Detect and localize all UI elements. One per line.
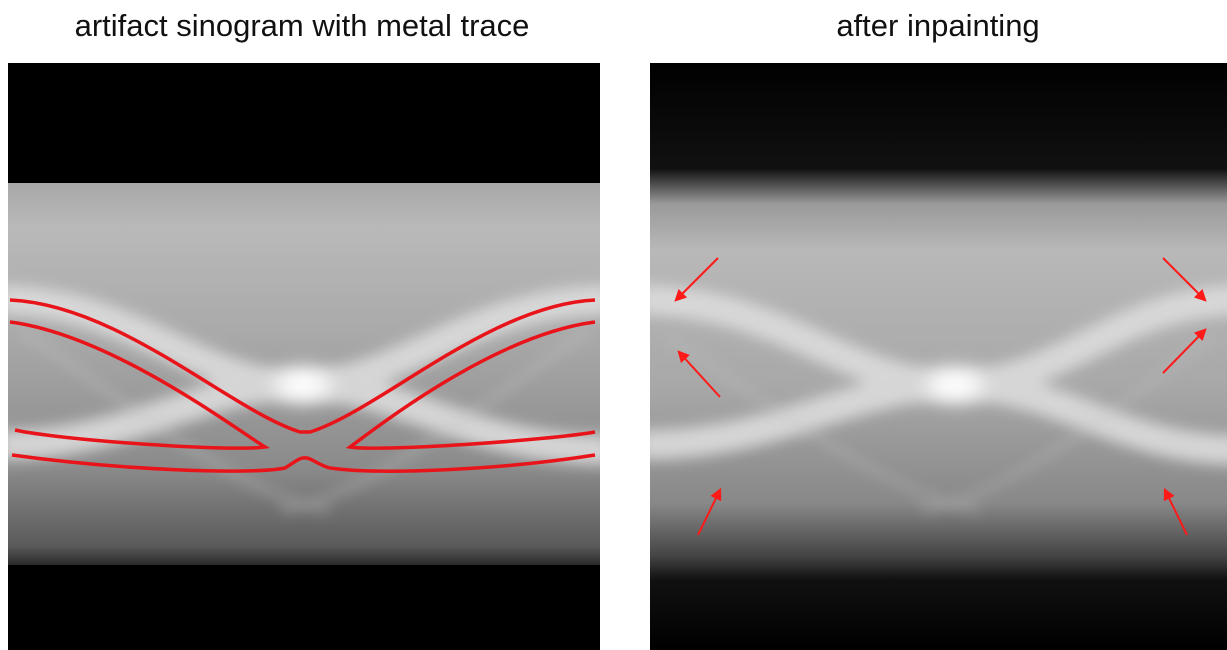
sinogram-left (0, 63, 610, 650)
sinogram-right (640, 63, 1227, 650)
figure: artifact sinogram with metal trace after… (0, 0, 1227, 650)
panel-title: artifact sinogram with metal trace (75, 8, 530, 43)
panel-title: after inpainting (836, 8, 1039, 43)
